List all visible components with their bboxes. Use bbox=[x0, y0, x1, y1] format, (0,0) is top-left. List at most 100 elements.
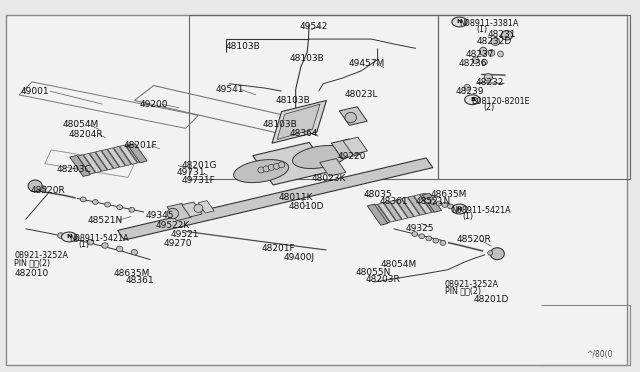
Ellipse shape bbox=[465, 95, 480, 105]
Text: 49200: 49200 bbox=[140, 100, 168, 109]
Text: 49001: 49001 bbox=[20, 87, 49, 96]
Ellipse shape bbox=[431, 199, 436, 204]
Text: 49731F: 49731F bbox=[182, 176, 216, 185]
Ellipse shape bbox=[58, 233, 64, 238]
Text: 48103B: 48103B bbox=[290, 54, 324, 63]
Polygon shape bbox=[277, 104, 320, 140]
Polygon shape bbox=[372, 204, 390, 224]
Ellipse shape bbox=[442, 202, 448, 208]
Text: B08120-8201E: B08120-8201E bbox=[472, 97, 531, 106]
Text: 48361: 48361 bbox=[125, 276, 154, 285]
Polygon shape bbox=[118, 158, 433, 240]
Text: 49325: 49325 bbox=[405, 224, 434, 233]
Text: 48239: 48239 bbox=[456, 87, 484, 96]
Ellipse shape bbox=[501, 31, 513, 40]
Text: 48011K: 48011K bbox=[278, 193, 313, 202]
Ellipse shape bbox=[72, 236, 79, 242]
Text: ^/80(0: ^/80(0 bbox=[587, 350, 613, 359]
Text: 48361: 48361 bbox=[380, 197, 408, 206]
Text: 48055N: 48055N bbox=[356, 268, 391, 277]
Text: N08911-5421A: N08911-5421A bbox=[451, 206, 511, 215]
Polygon shape bbox=[390, 200, 408, 219]
Ellipse shape bbox=[41, 186, 46, 190]
Polygon shape bbox=[120, 145, 138, 164]
Ellipse shape bbox=[345, 112, 356, 123]
Bar bbox=[189, 15, 438, 179]
Text: 48054M: 48054M bbox=[380, 260, 417, 269]
Polygon shape bbox=[422, 193, 442, 212]
Ellipse shape bbox=[419, 234, 425, 239]
Ellipse shape bbox=[268, 164, 275, 170]
Ellipse shape bbox=[129, 207, 135, 212]
Text: 48203C: 48203C bbox=[56, 165, 91, 174]
Ellipse shape bbox=[278, 162, 285, 168]
Ellipse shape bbox=[436, 201, 442, 206]
Text: 48364: 48364 bbox=[289, 129, 318, 138]
Ellipse shape bbox=[28, 180, 42, 192]
Ellipse shape bbox=[234, 160, 289, 183]
Text: 48010D: 48010D bbox=[289, 202, 324, 211]
Text: 49345: 49345 bbox=[146, 211, 175, 220]
Ellipse shape bbox=[472, 57, 479, 64]
Polygon shape bbox=[367, 204, 388, 225]
Polygon shape bbox=[90, 152, 108, 171]
Polygon shape bbox=[95, 151, 113, 170]
Text: 08921-3252A: 08921-3252A bbox=[445, 280, 499, 289]
Text: N08911-5421A: N08911-5421A bbox=[69, 234, 129, 243]
Ellipse shape bbox=[105, 202, 111, 207]
Ellipse shape bbox=[258, 167, 264, 173]
Ellipse shape bbox=[491, 38, 500, 45]
Text: 48521N: 48521N bbox=[415, 198, 451, 206]
Polygon shape bbox=[70, 155, 90, 176]
Text: 49542: 49542 bbox=[300, 22, 328, 31]
Text: 482010: 482010 bbox=[14, 269, 49, 278]
Ellipse shape bbox=[433, 238, 439, 243]
Text: 49522K: 49522K bbox=[156, 221, 190, 230]
Text: 49270: 49270 bbox=[163, 239, 192, 248]
Polygon shape bbox=[396, 199, 413, 218]
Text: 48201F: 48201F bbox=[261, 244, 295, 253]
Text: 48201G: 48201G bbox=[182, 161, 217, 170]
Text: 48237: 48237 bbox=[466, 50, 495, 59]
Ellipse shape bbox=[117, 205, 123, 210]
Text: B: B bbox=[470, 97, 475, 102]
Text: 48201D: 48201D bbox=[474, 295, 509, 304]
Polygon shape bbox=[408, 196, 426, 215]
Text: 48520R: 48520R bbox=[30, 186, 65, 195]
Text: 49457M: 49457M bbox=[349, 59, 385, 68]
Text: (1): (1) bbox=[477, 25, 488, 34]
Polygon shape bbox=[108, 148, 125, 167]
Polygon shape bbox=[402, 197, 420, 217]
Polygon shape bbox=[102, 149, 119, 169]
Text: PIN ピン(2): PIN ピン(2) bbox=[445, 286, 481, 295]
Text: 08921-3252A: 08921-3252A bbox=[14, 251, 68, 260]
Ellipse shape bbox=[116, 246, 123, 251]
Text: 48635M: 48635M bbox=[431, 190, 467, 199]
Text: N: N bbox=[457, 206, 462, 212]
Polygon shape bbox=[384, 202, 402, 221]
Text: 48103B: 48103B bbox=[225, 42, 260, 51]
Polygon shape bbox=[253, 142, 330, 185]
Ellipse shape bbox=[412, 231, 418, 237]
Polygon shape bbox=[182, 202, 202, 217]
Text: N: N bbox=[67, 234, 72, 240]
Polygon shape bbox=[125, 144, 143, 163]
Text: 48635M: 48635M bbox=[114, 269, 150, 278]
Polygon shape bbox=[128, 144, 147, 163]
Ellipse shape bbox=[61, 232, 77, 242]
Bar bbox=[438, 15, 630, 179]
Ellipse shape bbox=[482, 59, 488, 65]
Ellipse shape bbox=[484, 74, 493, 81]
Text: N: N bbox=[457, 19, 462, 25]
Ellipse shape bbox=[440, 240, 446, 246]
Text: (2): (2) bbox=[483, 103, 495, 112]
Ellipse shape bbox=[292, 145, 348, 169]
Polygon shape bbox=[320, 158, 346, 176]
Ellipse shape bbox=[488, 49, 495, 56]
Polygon shape bbox=[420, 193, 438, 212]
Ellipse shape bbox=[448, 204, 454, 209]
Ellipse shape bbox=[479, 47, 487, 55]
Ellipse shape bbox=[464, 84, 470, 90]
Text: 49731: 49731 bbox=[177, 169, 205, 177]
Ellipse shape bbox=[194, 204, 203, 212]
